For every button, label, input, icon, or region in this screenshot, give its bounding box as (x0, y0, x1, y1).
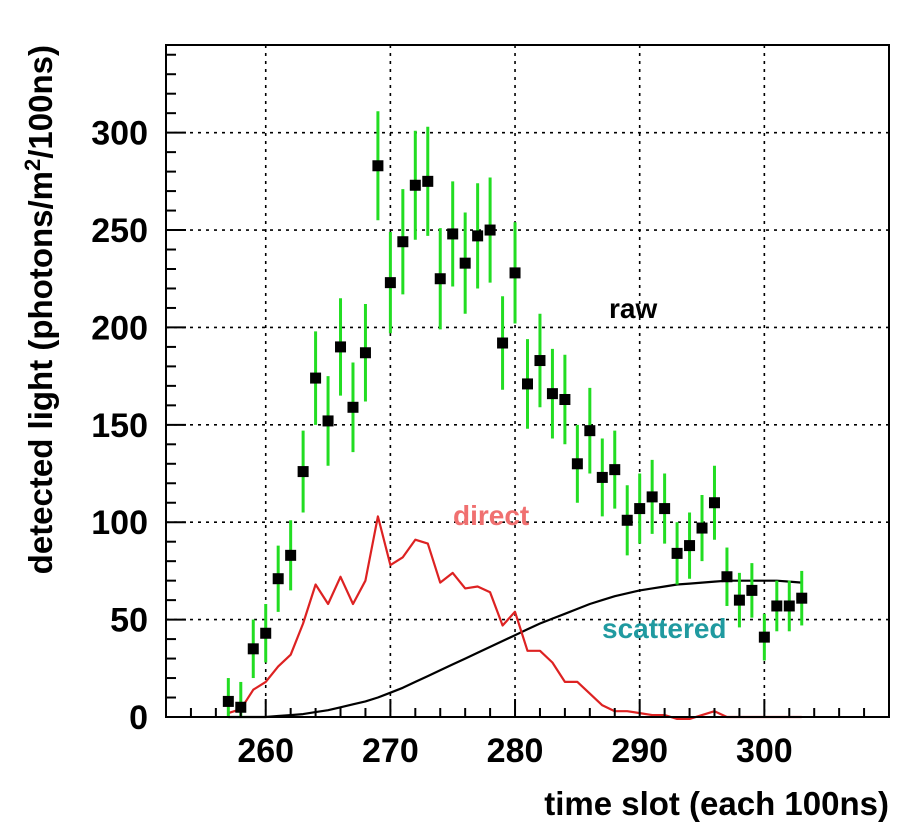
data-point (397, 236, 409, 248)
data-point (684, 540, 696, 552)
scattered-line (228, 579, 802, 719)
data-point (708, 497, 720, 509)
data-point (459, 257, 471, 269)
data-point (372, 160, 384, 172)
data-point (783, 600, 795, 612)
data-point (596, 471, 608, 483)
data-point (671, 547, 683, 559)
y-axis-title-prefix: detected light (photons/m (22, 171, 59, 574)
data-point (335, 341, 347, 353)
data-point (571, 458, 583, 470)
data-point (609, 464, 621, 476)
data-point (796, 592, 808, 604)
axis-ticks (166, 53, 890, 718)
scattered-series (228, 579, 802, 719)
y-tick-label: 150 (91, 407, 148, 445)
data-point (771, 600, 783, 612)
y-axis-title: detected light (photons/m2/100ns) (20, 45, 59, 574)
data-point (696, 522, 708, 534)
x-tick-label: 300 (736, 732, 793, 770)
y-tick-label: 50 (110, 602, 148, 640)
y-tick-label: 200 (91, 309, 148, 347)
x-tick-labels: 260 270 280 290 300 (237, 732, 792, 770)
data-point (310, 372, 322, 384)
data-point (409, 179, 421, 191)
y-tick-label: 300 (91, 115, 148, 153)
data-point (322, 415, 334, 427)
data-point (434, 273, 446, 285)
data-point (559, 394, 571, 406)
data-point (584, 425, 596, 437)
x-tick-label: 280 (487, 732, 544, 770)
data-point (746, 584, 758, 596)
y-tick-labels: 0 50 100 150 200 250 300 (91, 115, 148, 737)
data-point (422, 175, 434, 187)
direct-line (227, 515, 802, 721)
x-tick-label: 260 (237, 732, 294, 770)
data-point (260, 627, 272, 639)
y-tick-label: 250 (91, 212, 148, 250)
data-point (272, 573, 284, 585)
annotation-raw: raw (609, 293, 657, 324)
direct-series (227, 515, 802, 721)
data-point (222, 695, 234, 707)
raw-series (222, 111, 808, 717)
x-tick-label: 270 (362, 732, 419, 770)
data-point (384, 277, 396, 289)
x-axis-title: time slot (each 100ns) (544, 785, 889, 822)
data-point (297, 466, 309, 478)
y-axis-title-sup: 2 (20, 159, 45, 171)
data-point (621, 514, 633, 526)
data-point (758, 631, 770, 643)
annotation-scattered: scattered (602, 613, 727, 644)
y-axis-title-suffix: /100ns) (22, 45, 59, 159)
data-point (546, 388, 558, 400)
data-point (659, 503, 671, 515)
data-point (359, 347, 371, 359)
data-point (484, 224, 496, 236)
data-point (235, 701, 247, 713)
data-point (634, 503, 646, 515)
data-point (447, 228, 459, 240)
x-tick-label: 290 (611, 732, 668, 770)
data-point (534, 355, 546, 367)
grid-lines (166, 45, 889, 717)
data-point (721, 571, 733, 583)
y-tick-label: 0 (129, 699, 148, 737)
data-point (285, 549, 297, 561)
plot-frame (165, 44, 890, 718)
y-tick-label: 100 (91, 504, 148, 542)
data-point (497, 337, 509, 349)
data-point (646, 491, 658, 503)
annotation-direct: direct (453, 500, 529, 531)
data-point (509, 267, 521, 279)
data-point (472, 230, 484, 242)
data-point (733, 594, 745, 606)
data-point (347, 401, 359, 413)
data-point (522, 378, 533, 390)
data-point (247, 643, 259, 655)
